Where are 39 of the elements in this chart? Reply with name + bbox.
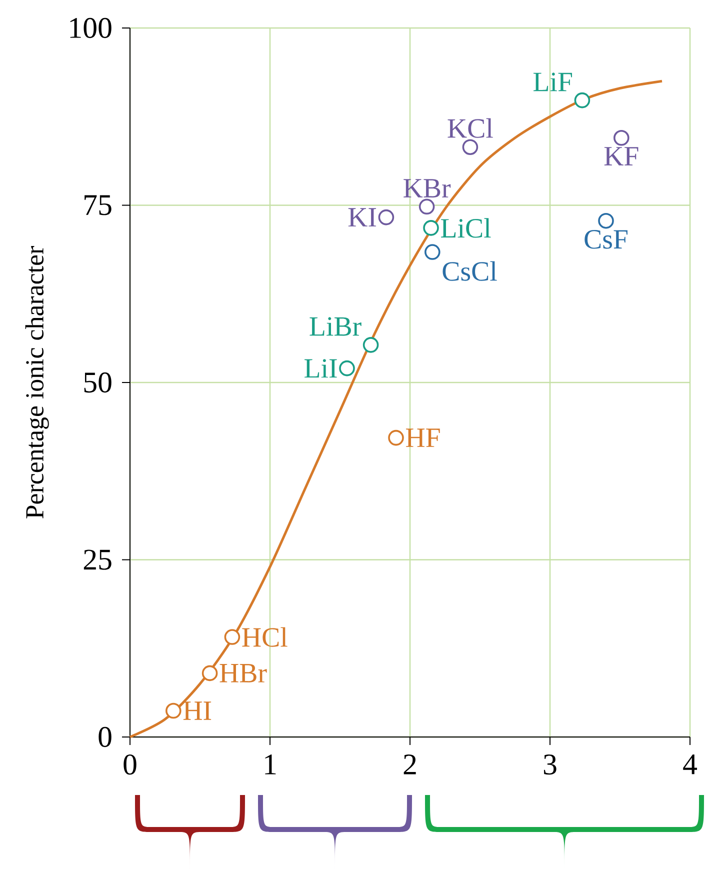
- x-tick-label: 4: [683, 754, 698, 774]
- point: [598, 212, 614, 229]
- point: [424, 244, 440, 260]
- series-label: KF: [604, 147, 638, 166]
- point: [202, 665, 218, 682]
- series-label: KBr: [404, 179, 451, 198]
- point: [339, 360, 355, 376]
- series-label: KI: [348, 208, 376, 226]
- series-label: LiCl: [441, 218, 491, 238]
- x-tick-label: 3: [544, 754, 556, 775]
- y-tick-label: 100: [70, 18, 112, 38]
- point: [418, 198, 435, 215]
- x-tick-label: 2: [404, 754, 416, 774]
- series-label: HBr: [220, 664, 267, 682]
- x-tick-label: 0: [124, 754, 136, 775]
- point: [378, 209, 394, 226]
- series-label: HI: [183, 702, 212, 720]
- y-tick-label: 0: [98, 726, 112, 748]
- series-label: HCl: [242, 627, 288, 647]
- point: [574, 92, 590, 108]
- y-tick-label: 50: [84, 372, 112, 393]
- series-label: CsF: [584, 230, 628, 249]
- y-tick-label: 75: [84, 195, 112, 216]
- point: [462, 139, 478, 156]
- point: [388, 430, 404, 446]
- series-label: CsCl: [442, 261, 497, 281]
- series-label: KCl: [448, 118, 493, 138]
- point: [166, 702, 182, 719]
- point: [224, 629, 240, 645]
- point: [614, 130, 630, 146]
- series-label: LiBr: [310, 317, 362, 336]
- y-axis-title: Percentage ionic character: [25, 246, 49, 518]
- y-tick-label: 25: [84, 550, 112, 570]
- series-label: HF: [406, 428, 440, 447]
- series-label: LiF: [533, 72, 572, 92]
- series-label: LiI: [304, 359, 337, 378]
- point: [423, 220, 439, 236]
- point: [362, 337, 379, 353]
- x-tick-label: 1: [265, 754, 276, 774]
